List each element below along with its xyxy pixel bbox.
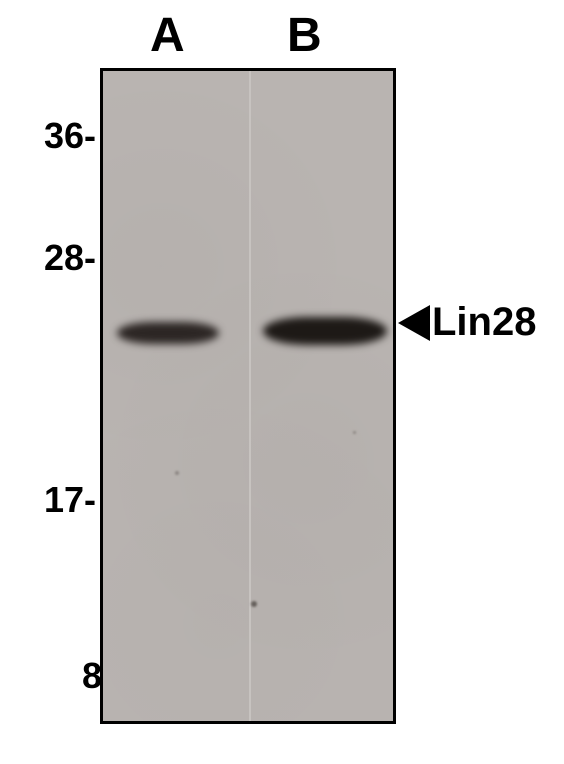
figure-container: A B 36- 28- 17- 8- Lin28 <box>0 0 564 764</box>
arrow-left-icon <box>398 305 430 341</box>
marker-28: 28- <box>0 237 96 279</box>
lane-divider <box>249 71 251 721</box>
marker-8: 8- <box>0 655 114 697</box>
speck <box>175 471 179 475</box>
speck <box>353 431 356 434</box>
blot-inner <box>103 71 393 721</box>
lane-label-a: A <box>150 8 185 63</box>
band-lane-b <box>263 317 387 345</box>
target-text: Lin28 <box>432 300 536 345</box>
marker-36: 36- <box>0 115 96 157</box>
blot-membrane <box>100 68 396 724</box>
band-lane-a <box>117 322 219 344</box>
target-label: Lin28 <box>398 300 536 345</box>
speck <box>251 601 257 607</box>
lane-label-b: B <box>287 8 322 63</box>
marker-17: 17- <box>0 479 96 521</box>
membrane-noise <box>103 71 393 721</box>
